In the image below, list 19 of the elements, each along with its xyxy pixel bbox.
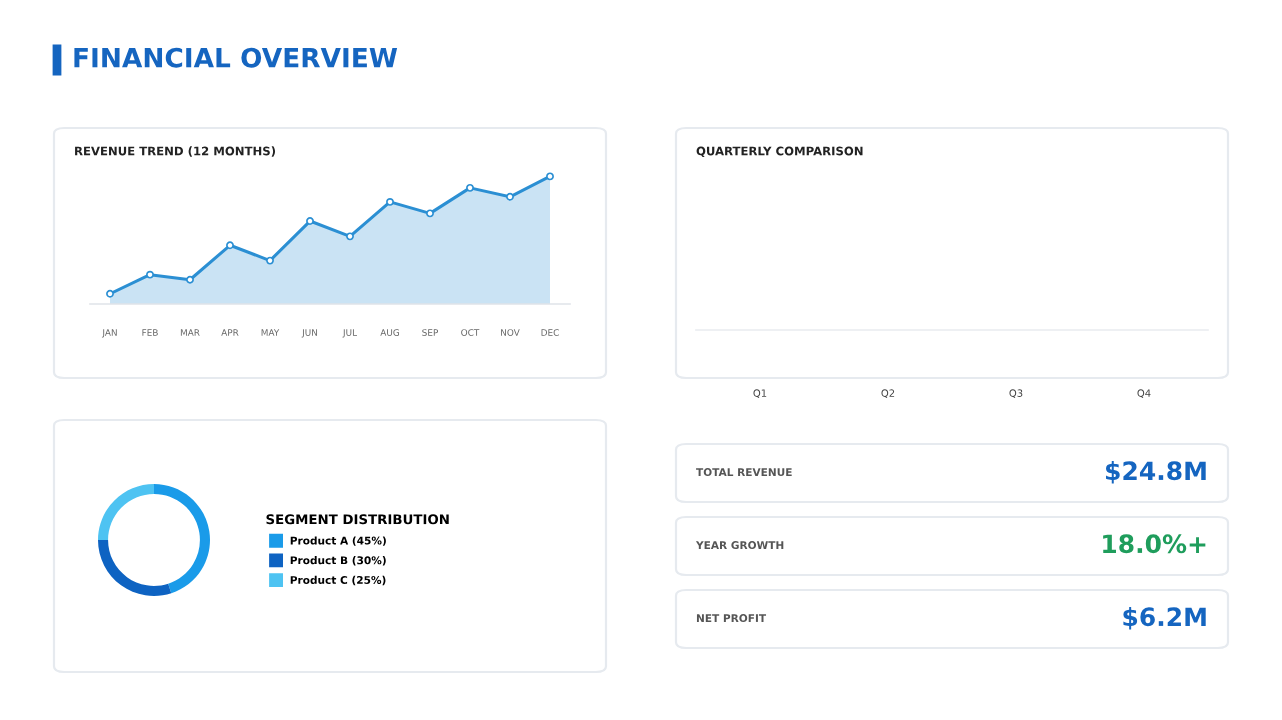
point bbox=[426, 209, 434, 218]
text: $6.2M bbox=[1123, 606, 1206, 630]
point bbox=[306, 217, 314, 225]
point bbox=[506, 192, 514, 201]
point bbox=[266, 256, 274, 265]
point bbox=[106, 289, 114, 298]
point bbox=[146, 270, 154, 279]
point bbox=[346, 232, 354, 241]
point bbox=[546, 172, 554, 181]
point bbox=[386, 197, 394, 206]
point bbox=[466, 183, 474, 192]
text: 18.0%+ bbox=[1103, 534, 1206, 554]
text: $24.8M bbox=[1106, 460, 1206, 484]
point bbox=[186, 275, 194, 284]
donut-slice bbox=[98, 540, 172, 596]
point bbox=[226, 241, 234, 250]
donut-slice bbox=[98, 484, 154, 540]
donut-slice bbox=[154, 484, 210, 594]
text: FINANCIAL OVERVIEW bbox=[74, 47, 398, 68]
